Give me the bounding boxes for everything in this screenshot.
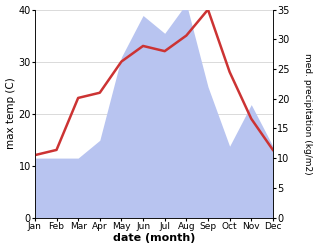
Y-axis label: med. precipitation (kg/m2): med. precipitation (kg/m2) [303, 53, 313, 174]
X-axis label: date (month): date (month) [113, 234, 195, 244]
Y-axis label: max temp (C): max temp (C) [5, 78, 16, 149]
